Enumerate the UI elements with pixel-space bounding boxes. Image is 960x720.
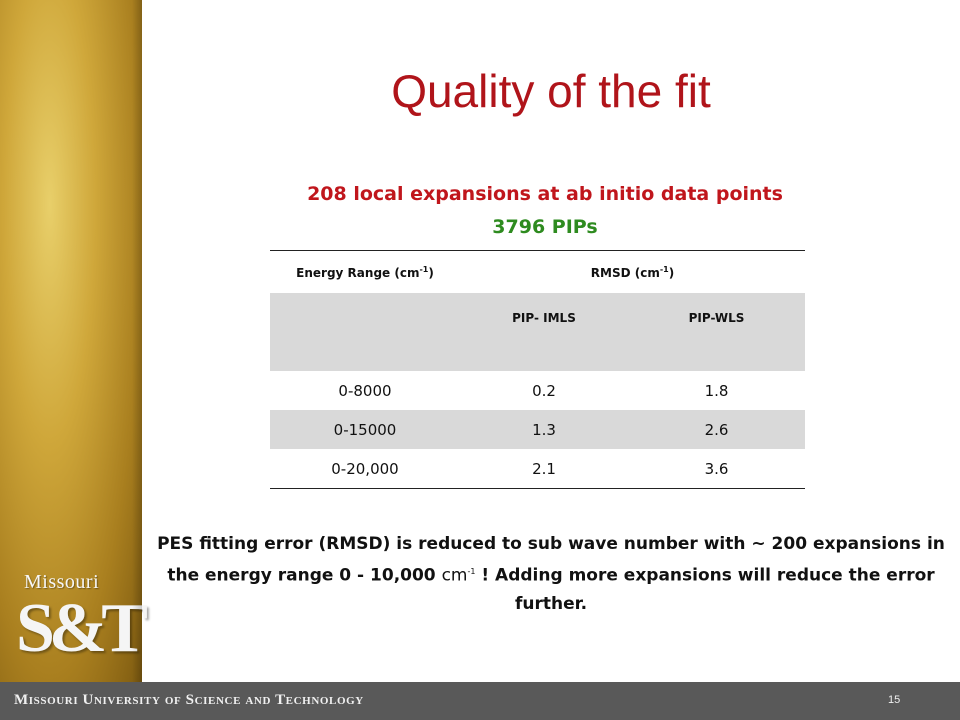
slide-title: Quality of the fit <box>391 65 711 117</box>
table-subheader-row: PIP- IMLS PIP-WLS <box>270 293 805 371</box>
cell-pip-imls: 1.3 <box>460 410 628 449</box>
cell-pip-imls: 2.1 <box>460 449 628 489</box>
cell-pip-wls: 3.6 <box>628 449 805 489</box>
cell-pip-imls: 0.2 <box>532 381 556 400</box>
missouri-st-logo: Missouri S&T <box>8 565 148 675</box>
cell-energy-range: 0-15000 <box>270 410 460 449</box>
rmsd-table: Energy Range (cm-1) RMSD (cm-1) PIP- IML… <box>270 250 805 489</box>
subheader-pip-imls: PIP- IMLS <box>460 293 628 371</box>
footer-bar: Missouri University of Science and Techn… <box>0 682 960 720</box>
footer-university-name: Missouri University of Science and Techn… <box>14 692 364 708</box>
table-row: 0-20,000 2.1 3.6 <box>270 449 805 489</box>
table-row: 0-8000 0.2 1.8 <box>270 371 805 410</box>
logo-word: Missouri <box>24 571 100 593</box>
cell-pip-wls: 1.8 <box>704 381 729 400</box>
cell-energy-range: 0-20,000 <box>270 449 460 489</box>
subtitle-expansions: 208 local expansions at ab initio data p… <box>307 183 783 205</box>
cell-energy-range: 0-8000 <box>338 381 392 400</box>
table-header-row: Energy Range (cm-1) RMSD (cm-1) <box>270 250 805 293</box>
page-number: 15 <box>888 694 901 706</box>
table-row: 0-15000 1.3 2.6 <box>270 410 805 449</box>
header-energy-range: Energy Range (cm-1) <box>270 250 460 293</box>
cell-pip-wls: 2.6 <box>628 410 805 449</box>
subheader-pip-wls: PIP-WLS <box>628 293 805 371</box>
logo-monogram: S&T <box>16 590 148 667</box>
header-rmsd: RMSD (cm-1) <box>460 250 805 293</box>
subtitle-pips: 3796 PIPs <box>492 216 598 238</box>
gold-sidebar: Missouri S&T <box>0 0 148 682</box>
conclusion-text: PES fitting error (RMSD) is reduced to s… <box>157 534 945 614</box>
subheader-blank <box>270 293 460 371</box>
